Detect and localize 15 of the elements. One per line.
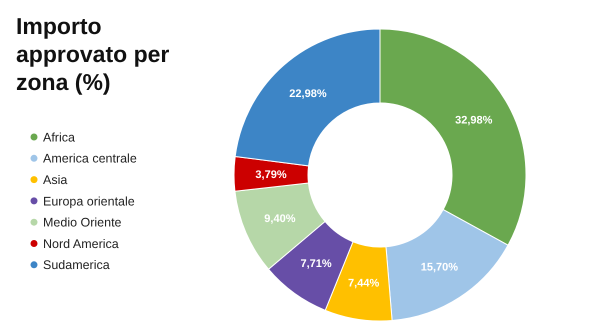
legend-label: Africa [43, 130, 75, 144]
legend-label: America centrale [43, 152, 137, 166]
legend-label: Medio Oriente [43, 216, 122, 230]
data-label: 7,44% [348, 278, 380, 290]
legend-label: Asia [43, 172, 68, 187]
data-label: 7,71% [300, 258, 332, 270]
data-label: 3,79% [255, 168, 287, 181]
legend-label: Nord America [43, 236, 119, 251]
legend-label: Sudamerica [43, 258, 110, 272]
text: Importo approvato per zona (%) [16, 13, 170, 95]
data-label: 32,98% [455, 114, 493, 126]
data-label: 15,70% [420, 261, 458, 274]
data-label: 22,98% [289, 88, 327, 100]
legend-label: Europa orientale [43, 194, 135, 208]
data-label: 9,40% [264, 212, 296, 225]
